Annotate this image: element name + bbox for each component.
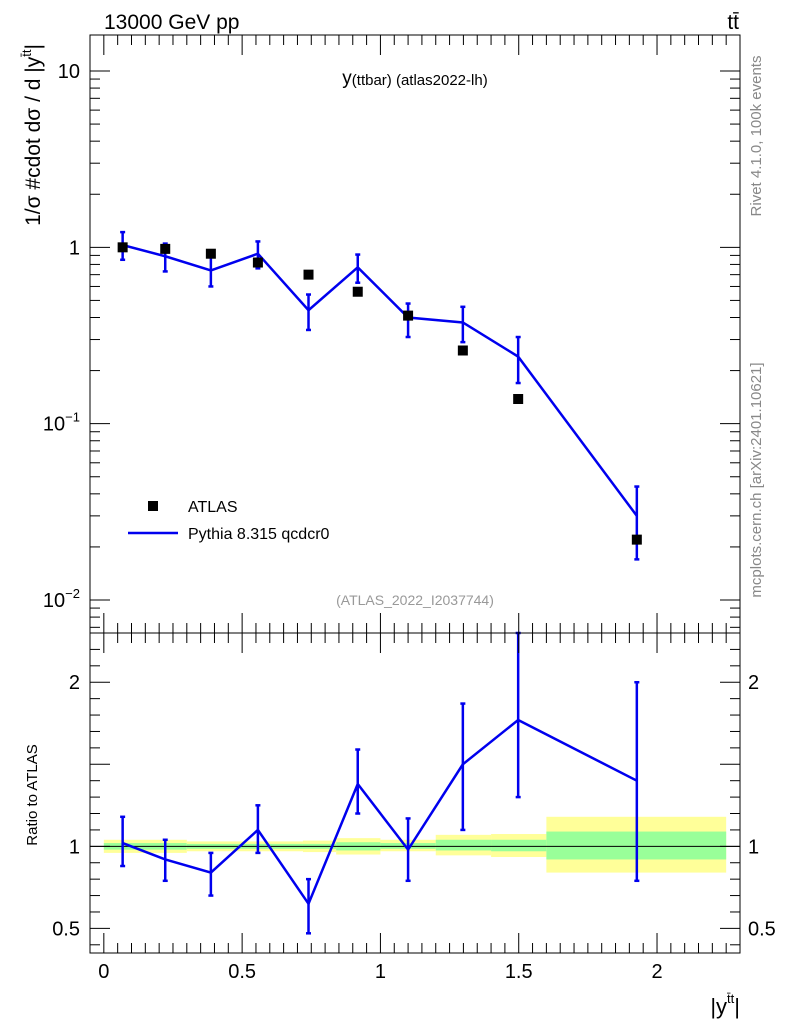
data-point-1 bbox=[160, 243, 171, 254]
ratio-plot-frame bbox=[89, 632, 741, 954]
ratio-y-tick-label-right-2: 0.5 bbox=[748, 918, 776, 940]
x-tick-label-3: 1.5 bbox=[505, 961, 533, 983]
ratio-y-tick-label-left-0: 2 bbox=[69, 672, 80, 694]
legend-mc-label: Pythia 8.315 qcdcr0 bbox=[188, 526, 330, 543]
main-plot-frame bbox=[89, 34, 741, 634]
main-y-axis-label: 1/σ #cdot dσ / d |yt̄t| bbox=[19, 44, 45, 226]
data-point-8 bbox=[513, 394, 524, 405]
process-label: 13000 GeV pp bbox=[104, 11, 239, 34]
data-point-4 bbox=[303, 269, 314, 280]
data-point-5 bbox=[352, 286, 363, 297]
data-point-3 bbox=[252, 257, 263, 268]
mc-main-line bbox=[122, 243, 638, 517]
data-point-9 bbox=[631, 534, 642, 545]
final-state-label: tt̄ bbox=[727, 11, 739, 34]
ratio-band-inner-7 bbox=[491, 839, 547, 852]
x-tick-label-0: 0 bbox=[98, 961, 109, 983]
mcplots-credit-label: mcplots.cern.ch [arXiv:2401.10621] bbox=[748, 362, 765, 597]
main-y-tick-label-3: 10−2 bbox=[43, 586, 80, 612]
ratio-y-tick-label-right-1: 1 bbox=[748, 836, 759, 858]
ratio-y-tick-label-left-2: 0.5 bbox=[52, 918, 80, 940]
main-y-tick-label-0: 10 bbox=[58, 61, 80, 83]
ratio-y-tick-label-right-0: 2 bbox=[748, 672, 759, 694]
ratio-y-axis-label: Ratio to ATLAS bbox=[24, 744, 41, 845]
x-tick-label-1: 0.5 bbox=[228, 961, 256, 983]
data-point-6 bbox=[403, 310, 414, 321]
x-axis-label: |yt̄t| bbox=[710, 991, 740, 1019]
data-point-7 bbox=[457, 345, 468, 356]
data-point-2 bbox=[205, 248, 216, 259]
legend-data-label: ATLAS bbox=[188, 499, 238, 516]
data-point-0 bbox=[117, 242, 128, 253]
main-y-tick-label-2: 10−1 bbox=[43, 410, 80, 436]
x-tick-label-2: 1 bbox=[375, 961, 386, 983]
analysis-watermark: (ATLAS_2022_I2037744) bbox=[336, 592, 494, 608]
legend: ATLAS Pythia 8.315 qcdcr0 bbox=[128, 499, 330, 543]
legend-data-marker bbox=[148, 501, 158, 511]
ratio-y-tick-label-left-1: 1 bbox=[69, 836, 80, 858]
rivet-version-label: Rivet 4.1.0, 100k events bbox=[748, 56, 765, 217]
ratio-band-inner-6 bbox=[435, 839, 492, 851]
main-plot-title: y(ttbar) (atlas2022-lh) bbox=[342, 68, 487, 89]
mc-ratio-line bbox=[122, 718, 638, 907]
x-tick-label-4: 2 bbox=[651, 961, 662, 983]
main-y-tick-label-1: 1 bbox=[69, 237, 80, 259]
